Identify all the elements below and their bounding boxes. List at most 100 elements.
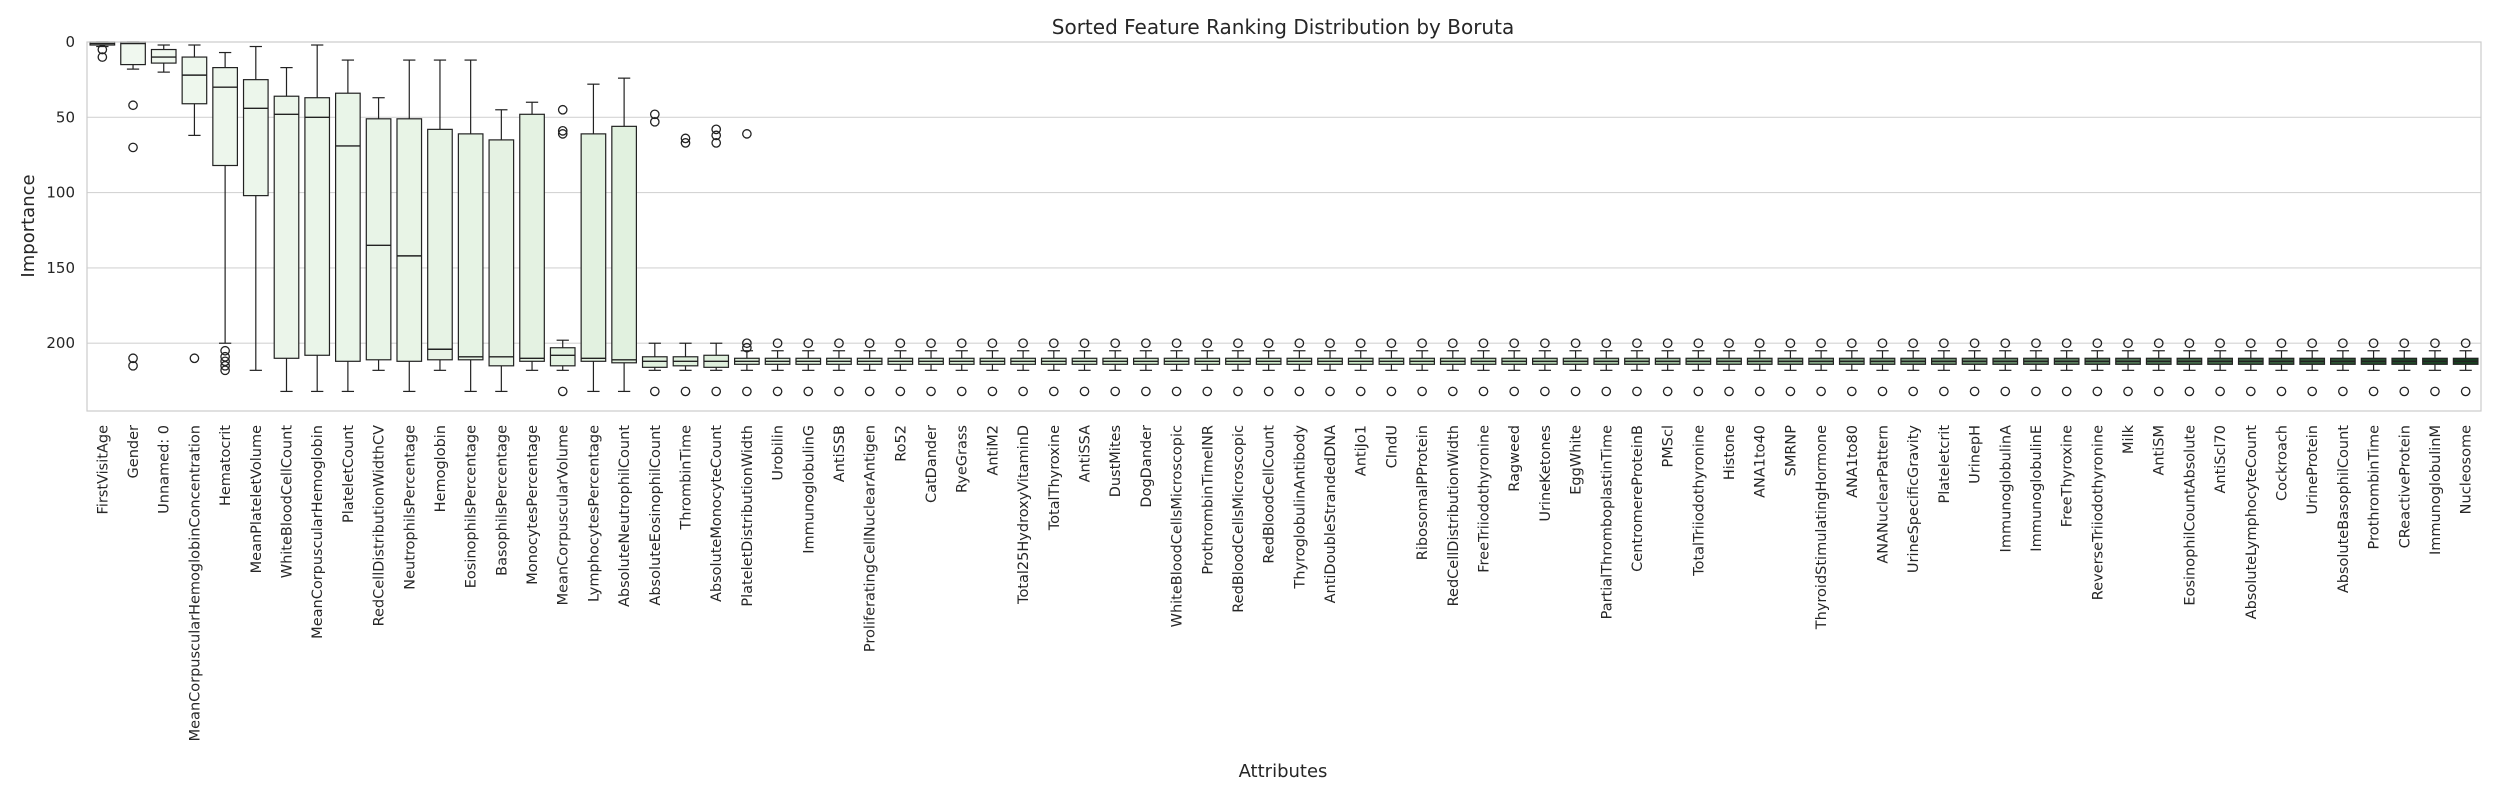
y-tick-label: 150 — [46, 259, 75, 277]
outlier-point — [1294, 386, 1305, 397]
outlier-point — [557, 126, 568, 136]
box-75 — [2391, 338, 2418, 397]
outlier-point — [649, 116, 660, 127]
x-tick-label: UrineKetones — [1538, 425, 1554, 522]
box-iqr — [273, 95, 300, 359]
outlier-point — [987, 386, 998, 397]
outlier-point — [2245, 386, 2256, 397]
box-iqr — [365, 118, 392, 361]
x-tick-label: UrinepH — [1968, 425, 1984, 484]
outlier-point — [2123, 386, 2133, 397]
box-51 — [1654, 338, 1681, 397]
x-tick-label: UrineSpecificGravity — [1906, 425, 1922, 574]
outlier-point — [1325, 386, 1335, 397]
outlier-point — [680, 386, 691, 397]
box-20 — [703, 124, 730, 397]
outlier-point — [220, 360, 230, 371]
outlier-point — [1816, 386, 1826, 397]
x-tick-label: Gender — [126, 425, 142, 478]
outlier-point — [220, 365, 230, 376]
box-iqr — [150, 48, 177, 64]
box-11 — [427, 59, 453, 371]
x-axis-ticks: FirstVisitAge Gender Unnamed: 0 MeanCorpusc… — [95, 424, 2474, 741]
outlier-point — [1110, 338, 1121, 349]
x-tick-label: WhiteBloodCellsMicroscopic — [1170, 425, 1186, 627]
outlier-point — [1570, 386, 1581, 397]
box-56 — [1808, 338, 1834, 397]
box-12 — [457, 59, 484, 393]
outlier-point — [189, 353, 200, 364]
outlier-point — [1355, 386, 1366, 397]
x-tick-label: EggWhite — [1569, 425, 1585, 495]
box-66 — [2115, 338, 2141, 397]
x-tick-label: RyeGrass — [955, 425, 971, 493]
x-tick-label: PMScl — [1661, 425, 1677, 467]
outlier-point — [1355, 338, 1366, 349]
outlier-point — [742, 386, 752, 397]
outlier-point — [1969, 338, 1980, 349]
box-28 — [948, 338, 975, 397]
outlier-point — [2061, 386, 2072, 397]
x-tick-label: AntiSSB — [832, 425, 848, 482]
outlier-point — [1048, 338, 1059, 349]
x-tick-label: SMRNP — [1783, 425, 1799, 477]
outlier-point — [1233, 338, 1243, 349]
outlier-point — [1018, 338, 1028, 349]
box-32 — [1071, 338, 1098, 397]
box-69 — [2207, 338, 2233, 397]
y-tick-label: 50 — [56, 108, 75, 126]
outlier-point — [2307, 338, 2318, 349]
x-tick-label: UrineProtein — [2305, 425, 2321, 515]
outlier-point — [1079, 386, 1090, 397]
y-tick-label: 0 — [65, 33, 75, 51]
x-tick-label: ANA1to40 — [1753, 425, 1769, 498]
x-tick-label: ProthrombinTime — [2367, 425, 2383, 550]
x-tick-label: AntiSM — [2152, 425, 2168, 476]
chart-title: Sorted Feature Ranking Distribution by B… — [1052, 15, 1514, 39]
x-tick-label: BasophilsPercentage — [494, 425, 510, 576]
outlier-point — [1877, 338, 1888, 349]
outlier-point — [2184, 338, 2195, 349]
x-tick-label: Hemoglobin — [433, 425, 449, 512]
x-tick-label: CentromereProteinB — [1630, 425, 1646, 572]
outlier-point — [1263, 338, 1274, 349]
outlier-point — [1816, 338, 1826, 349]
x-tick-label: ReverseTriiodothyronine — [2090, 425, 2106, 600]
box-iqr — [580, 133, 607, 362]
box-34 — [1133, 338, 1159, 397]
outlier-point — [220, 345, 230, 356]
box-iqr — [427, 128, 453, 361]
x-tick-label: Milk — [2121, 424, 2137, 454]
outlier-point — [956, 386, 967, 397]
box-2 — [150, 44, 177, 73]
outlier-point — [1171, 386, 1182, 397]
box-58 — [1869, 338, 1896, 397]
x-tick-label: AbsoluteBasophilCount — [2336, 425, 2352, 593]
outlier-point — [1908, 338, 1919, 349]
box-33 — [1102, 338, 1129, 397]
x-tick-label: Total25HydroxyVitaminD — [1016, 425, 1032, 605]
box-iqr — [519, 113, 545, 362]
x-tick-label: RibosomalPProtein — [1415, 425, 1431, 560]
box-9 — [365, 97, 392, 371]
outlier-point — [1079, 338, 1090, 349]
outlier-point — [2276, 386, 2287, 397]
box-series — [89, 41, 2479, 397]
box-76 — [2422, 338, 2448, 397]
box-59 — [1900, 338, 1927, 397]
box-iqr — [396, 118, 423, 362]
outlier-point — [2215, 338, 2225, 349]
outlier-point — [1509, 338, 1520, 349]
outlier-point — [711, 124, 722, 135]
outlier-point — [1754, 386, 1765, 397]
outlier-point — [1540, 386, 1550, 397]
outlier-point — [1386, 338, 1397, 349]
x-tick-label: DogDander — [1139, 425, 1155, 508]
outlier-point — [128, 353, 138, 364]
x-tick-label: CIndU — [1384, 425, 1400, 468]
box-iqr — [641, 356, 668, 368]
x-tick-label: AbsoluteLymphocyteCount — [2244, 425, 2260, 620]
outlier-point — [1939, 338, 1949, 349]
box-22 — [764, 338, 791, 397]
x-tick-label: CatDander — [924, 425, 940, 503]
